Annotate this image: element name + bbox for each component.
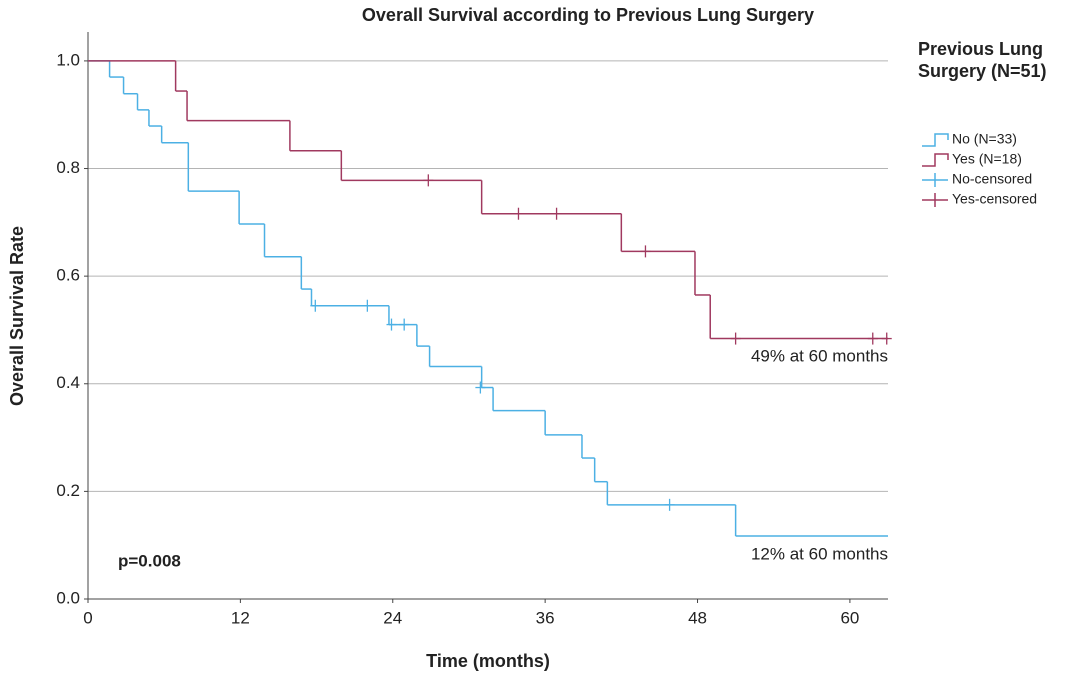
y-tick-label: 0.0	[56, 588, 80, 607]
legend-label: Yes-censored	[952, 191, 1037, 207]
y-tick-label: 0.6	[56, 266, 80, 285]
chart-title: Overall Survival according to Previous L…	[362, 5, 814, 25]
censor-mark	[386, 318, 397, 331]
legend-label: No-censored	[952, 171, 1032, 187]
x-tick-label: 12	[231, 608, 250, 627]
censor-mark	[399, 318, 410, 331]
y-axis-label: Overall Survival Rate	[7, 226, 27, 406]
censor-mark	[664, 498, 675, 511]
x-tick-label: 36	[536, 608, 555, 627]
legend-icon	[922, 153, 949, 167]
censor-mark	[513, 207, 524, 220]
y-tick-label: 0.2	[56, 481, 80, 500]
y-tick-label: 1.0	[56, 50, 80, 69]
annotation: 12% at 60 months	[751, 544, 888, 563]
censor-mark	[730, 332, 741, 345]
x-tick-label: 48	[688, 608, 707, 627]
censor-mark	[867, 332, 878, 345]
y-tick-label: 0.8	[56, 158, 80, 177]
legend-icon	[922, 133, 949, 147]
censor-mark	[423, 174, 434, 187]
legend-label: No (N=33)	[952, 131, 1017, 147]
legend-label: Yes (N=18)	[952, 151, 1022, 167]
x-tick-label: 60	[840, 608, 859, 627]
x-axis-label: Time (months)	[426, 651, 550, 671]
censor-mark	[551, 207, 562, 220]
censor-mark	[362, 299, 373, 312]
annotation: 49% at 60 months	[751, 346, 888, 365]
y-tick-label: 0.4	[56, 373, 80, 392]
censor-mark	[881, 332, 892, 345]
annotation: p=0.008	[118, 551, 181, 570]
censor-mark	[475, 381, 486, 394]
x-tick-label: 0	[83, 608, 92, 627]
censor-mark	[310, 299, 321, 312]
censor-mark	[640, 245, 651, 258]
x-tick-label: 24	[383, 608, 402, 627]
legend-title: Previous Lung Surgery (N=51)	[918, 39, 1047, 81]
